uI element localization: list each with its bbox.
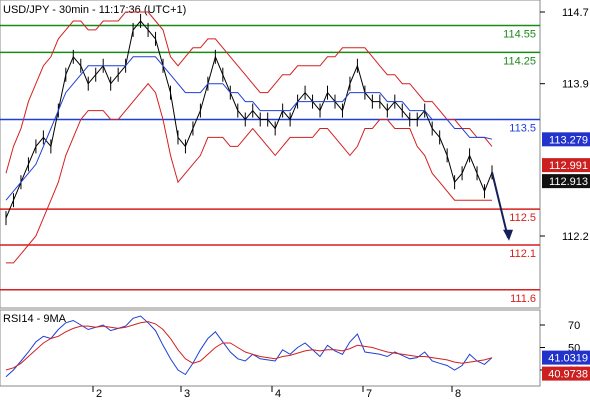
forecast-arrow-shaft xyxy=(491,171,509,239)
price-panel-frame xyxy=(0,0,541,309)
x-axis: 2 3 4 7 8 xyxy=(92,386,461,400)
price-chart-title: USD/JPY - 30min - 11:17:36 (UTC+1) xyxy=(3,4,186,16)
price-badge-0-box xyxy=(542,132,590,147)
rsi-badge-0-box xyxy=(542,350,590,365)
price-badge-0-label: 113.279 xyxy=(549,134,588,146)
x-tick-label-1: 3 xyxy=(184,388,190,400)
series-rsi xyxy=(5,315,493,378)
price-badge-1-label: 112.991 xyxy=(549,160,588,172)
level-label-4: 112.1 xyxy=(509,248,536,260)
x-tick-label-2: 4 xyxy=(275,388,281,400)
rsi-chart-title: RSI14 - 9MA xyxy=(3,313,67,325)
price-badges: 113.279 112.991 112.913 xyxy=(542,132,590,189)
x-tick-label-0: 2 xyxy=(96,388,102,400)
x-tick-label-3: 7 xyxy=(366,388,372,400)
price-badge-1-box xyxy=(542,158,590,173)
price-panel: USD/JPY - 30min - 11:17:36 (UTC+1) 114.5… xyxy=(0,0,590,309)
series-moving-average xyxy=(5,56,493,201)
rsi-badge-1-box xyxy=(542,366,590,381)
rsi-series-group xyxy=(5,315,493,378)
x-tick-label-4: 8 xyxy=(455,388,461,400)
level-label-2: 113.5 xyxy=(509,123,536,135)
price-y-axis: 114.7 113.9 112.2 xyxy=(540,7,589,243)
series-bollinger-upper xyxy=(5,11,493,174)
horizontal-levels: 114.55 114.25 113.5 112.5 112.1 111.6 xyxy=(0,24,540,305)
level-label-0: 114.55 xyxy=(503,28,536,40)
price-series-group xyxy=(5,11,493,264)
level-label-5: 111.6 xyxy=(510,293,536,305)
series-rsi-ma xyxy=(5,321,493,371)
price-badge-2-label: 112.913 xyxy=(549,176,588,188)
price-y-tick-label-1: 113.9 xyxy=(562,79,589,91)
rsi-y-tick-label-0: 70 xyxy=(568,320,580,332)
level-label-3: 112.5 xyxy=(509,212,536,224)
price-y-tick-label-0: 114.7 xyxy=(562,7,589,19)
rsi-badge-0-label: 41.0319 xyxy=(548,353,588,365)
forecast-arrow-head xyxy=(503,229,513,241)
price-line xyxy=(5,20,493,219)
forecast-arrow xyxy=(491,171,513,241)
rsi-badge-1-label: 40.9738 xyxy=(548,369,588,381)
level-label-1: 114.25 xyxy=(503,55,536,67)
rsi-badges: 41.0319 40.9738 xyxy=(542,350,590,381)
series-bollinger-lower xyxy=(6,82,492,264)
price-y-tick-label-2: 112.2 xyxy=(562,231,589,243)
price-badge-2-box xyxy=(542,174,590,189)
